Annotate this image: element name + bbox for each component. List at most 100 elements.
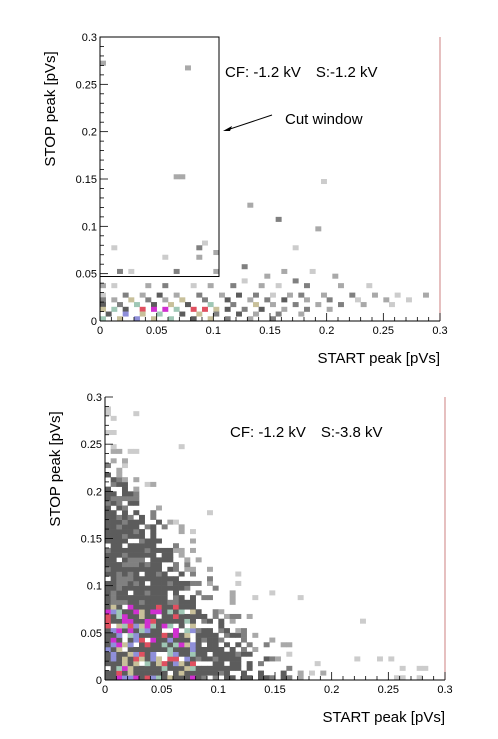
histogram-cell bbox=[161, 618, 168, 624]
histogram-cell bbox=[190, 651, 196, 657]
histogram-cell bbox=[116, 642, 123, 648]
histogram-cell bbox=[116, 585, 123, 591]
histogram-cell bbox=[105, 571, 111, 577]
histogram-cell bbox=[127, 656, 134, 662]
histogram-cell bbox=[207, 510, 213, 516]
histogram-cell bbox=[224, 670, 230, 676]
histogram-cell bbox=[144, 576, 151, 582]
histogram-cell bbox=[280, 675, 287, 681]
histogram-cell bbox=[127, 609, 134, 615]
histogram-cell bbox=[196, 311, 203, 317]
histogram-cell bbox=[139, 675, 145, 681]
histogram-cell bbox=[190, 538, 196, 544]
histogram-cell bbox=[127, 500, 134, 506]
histogram-cell bbox=[110, 604, 117, 610]
histogram-cell bbox=[224, 656, 230, 662]
y-tick-label: 0.05 bbox=[81, 628, 102, 640]
histogram-cell bbox=[190, 656, 196, 662]
histogram-cell bbox=[252, 646, 259, 652]
histogram-cell bbox=[127, 618, 134, 624]
histogram-cell bbox=[253, 311, 259, 317]
histogram-cell bbox=[105, 604, 111, 610]
histogram-cell bbox=[388, 656, 395, 662]
histogram-cell bbox=[161, 665, 168, 671]
histogram-cell bbox=[127, 529, 134, 535]
histogram-cell bbox=[156, 547, 162, 553]
histogram-cell bbox=[377, 656, 383, 662]
histogram-cell bbox=[184, 585, 191, 591]
x-tick-label: 0.1 bbox=[206, 325, 221, 337]
histogram-cell bbox=[338, 283, 344, 289]
histogram-cell bbox=[144, 646, 151, 652]
histogram-cell bbox=[218, 628, 225, 634]
y-tick-label: 0.1 bbox=[82, 221, 97, 233]
histogram-cell bbox=[122, 642, 128, 648]
histogram-cell bbox=[173, 646, 179, 652]
histogram-cell bbox=[139, 529, 145, 535]
histogram-cell bbox=[167, 552, 174, 558]
histogram-cell bbox=[314, 661, 321, 667]
histogram-cell bbox=[133, 557, 140, 563]
histogram-cell bbox=[139, 538, 145, 544]
histogram-cell bbox=[105, 637, 111, 643]
histogram-cell bbox=[105, 529, 111, 535]
histogram-cell bbox=[190, 613, 196, 619]
histogram-cell bbox=[173, 547, 179, 553]
histogram-cell bbox=[167, 642, 174, 648]
histogram-cell bbox=[133, 665, 140, 671]
histogram-cell bbox=[229, 632, 236, 638]
histogram-cell bbox=[133, 599, 140, 605]
histogram-cell bbox=[247, 297, 254, 303]
histogram-cell bbox=[309, 670, 315, 676]
y-tick-label: 0 bbox=[96, 675, 102, 687]
histogram-cell bbox=[122, 651, 128, 657]
histogram-cell bbox=[201, 613, 208, 619]
histogram-cell bbox=[241, 278, 248, 284]
histogram-cell bbox=[235, 580, 242, 586]
histogram-cell bbox=[105, 613, 111, 619]
histogram-cell bbox=[122, 538, 128, 544]
histogram-cell bbox=[161, 623, 168, 629]
histogram-cell bbox=[105, 519, 111, 525]
histogram-cell bbox=[133, 632, 140, 638]
histogram-cell bbox=[173, 661, 179, 667]
histogram-cell bbox=[150, 623, 157, 629]
histogram-cell bbox=[178, 623, 185, 629]
histogram-cell bbox=[201, 675, 208, 681]
histogram-cell bbox=[235, 661, 242, 667]
histogram-cell bbox=[105, 585, 111, 591]
histogram-cell bbox=[258, 306, 265, 312]
histogram-cell bbox=[110, 562, 117, 568]
histogram-cell bbox=[195, 675, 202, 681]
histogram-cell bbox=[190, 665, 196, 671]
histogram-cell bbox=[139, 651, 145, 657]
histogram-cell bbox=[133, 580, 140, 586]
histogram-cell bbox=[241, 646, 247, 652]
histogram-cell bbox=[178, 646, 185, 652]
y-tick-label: 0 bbox=[91, 316, 97, 328]
histogram-cell bbox=[116, 595, 123, 601]
histogram-cell bbox=[297, 670, 304, 676]
histogram-cell bbox=[110, 665, 117, 671]
histogram-cell bbox=[122, 306, 129, 312]
histogram-cell bbox=[100, 60, 106, 66]
histogram-cell bbox=[116, 505, 123, 511]
histogram-cell bbox=[122, 491, 128, 497]
histogram-cell bbox=[184, 557, 191, 563]
histogram-cell bbox=[264, 297, 271, 303]
histogram-cell bbox=[161, 675, 168, 681]
histogram-cell bbox=[207, 632, 213, 638]
histogram-cell bbox=[122, 599, 128, 605]
histogram-cell bbox=[190, 599, 196, 605]
histogram-cell bbox=[229, 651, 236, 657]
histogram-cell bbox=[110, 552, 117, 558]
histogram-cell bbox=[122, 477, 128, 483]
histogram-cell bbox=[190, 571, 196, 577]
histogram-cell bbox=[195, 613, 202, 619]
histogram-cell bbox=[110, 628, 117, 634]
x-tick-label: 0.2 bbox=[324, 684, 339, 696]
histogram-cell bbox=[156, 576, 162, 582]
histogram-cell bbox=[161, 580, 168, 586]
histogram-cell bbox=[110, 576, 117, 582]
histogram-cell bbox=[133, 524, 140, 530]
